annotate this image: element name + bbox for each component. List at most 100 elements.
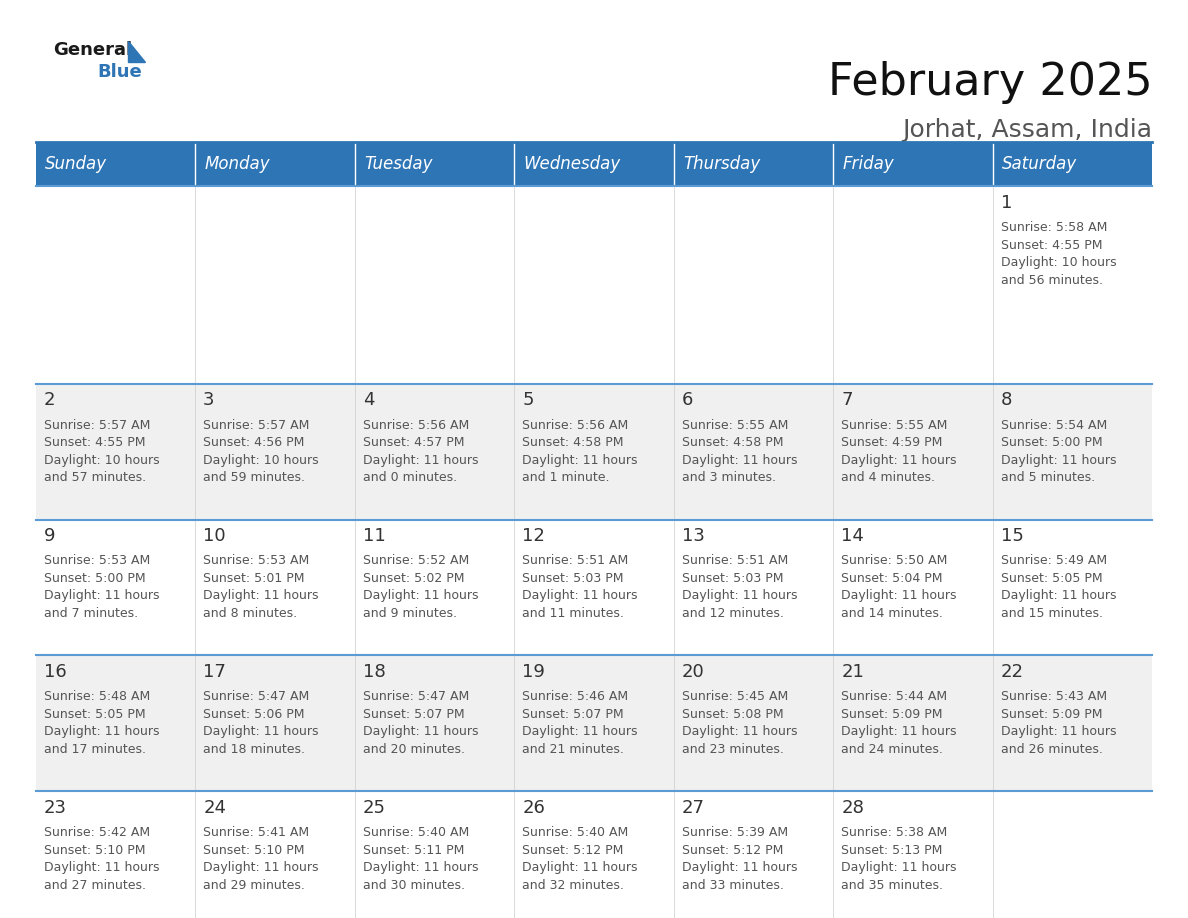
FancyBboxPatch shape — [833, 791, 993, 918]
Text: Sunrise: 5:46 AM
Sunset: 5:07 PM
Daylight: 11 hours
and 21 minutes.: Sunrise: 5:46 AM Sunset: 5:07 PM Dayligh… — [523, 690, 638, 756]
Text: Sunrise: 5:55 AM
Sunset: 4:58 PM
Daylight: 11 hours
and 3 minutes.: Sunrise: 5:55 AM Sunset: 4:58 PM Dayligh… — [682, 419, 797, 484]
Text: 10: 10 — [203, 527, 226, 545]
Text: 7: 7 — [841, 391, 853, 409]
Polygon shape — [128, 41, 145, 62]
Text: 19: 19 — [523, 663, 545, 681]
Text: Sunrise: 5:41 AM
Sunset: 5:10 PM
Daylight: 11 hours
and 29 minutes.: Sunrise: 5:41 AM Sunset: 5:10 PM Dayligh… — [203, 826, 318, 891]
FancyBboxPatch shape — [195, 791, 355, 918]
FancyBboxPatch shape — [36, 791, 195, 918]
FancyBboxPatch shape — [993, 384, 1152, 520]
Text: Blue: Blue — [97, 62, 143, 81]
Text: 23: 23 — [44, 799, 67, 817]
Text: Sunrise: 5:38 AM
Sunset: 5:13 PM
Daylight: 11 hours
and 35 minutes.: Sunrise: 5:38 AM Sunset: 5:13 PM Dayligh… — [841, 826, 956, 891]
Text: Sunrise: 5:58 AM
Sunset: 4:55 PM
Daylight: 10 hours
and 56 minutes.: Sunrise: 5:58 AM Sunset: 4:55 PM Dayligh… — [1000, 221, 1117, 286]
Text: Sunrise: 5:43 AM
Sunset: 5:09 PM
Daylight: 11 hours
and 26 minutes.: Sunrise: 5:43 AM Sunset: 5:09 PM Dayligh… — [1000, 690, 1117, 756]
FancyBboxPatch shape — [514, 384, 674, 520]
Text: Sunrise: 5:39 AM
Sunset: 5:12 PM
Daylight: 11 hours
and 33 minutes.: Sunrise: 5:39 AM Sunset: 5:12 PM Dayligh… — [682, 826, 797, 891]
FancyBboxPatch shape — [833, 384, 993, 520]
Text: General: General — [53, 41, 133, 60]
FancyBboxPatch shape — [355, 186, 514, 384]
FancyBboxPatch shape — [993, 520, 1152, 655]
Text: 2: 2 — [44, 391, 55, 409]
Text: 12: 12 — [523, 527, 545, 545]
Text: 27: 27 — [682, 799, 704, 817]
FancyBboxPatch shape — [993, 791, 1152, 918]
FancyBboxPatch shape — [195, 186, 355, 384]
Text: Sunrise: 5:50 AM
Sunset: 5:04 PM
Daylight: 11 hours
and 14 minutes.: Sunrise: 5:50 AM Sunset: 5:04 PM Dayligh… — [841, 554, 956, 620]
FancyBboxPatch shape — [674, 186, 833, 384]
FancyBboxPatch shape — [514, 142, 674, 186]
Text: Sunrise: 5:54 AM
Sunset: 5:00 PM
Daylight: 11 hours
and 5 minutes.: Sunrise: 5:54 AM Sunset: 5:00 PM Dayligh… — [1000, 419, 1117, 484]
FancyBboxPatch shape — [674, 384, 833, 520]
FancyBboxPatch shape — [195, 142, 355, 186]
Text: Sunrise: 5:56 AM
Sunset: 4:57 PM
Daylight: 11 hours
and 0 minutes.: Sunrise: 5:56 AM Sunset: 4:57 PM Dayligh… — [362, 419, 479, 484]
Text: Saturday: Saturday — [1003, 155, 1078, 174]
FancyBboxPatch shape — [36, 520, 195, 655]
FancyBboxPatch shape — [36, 186, 195, 384]
Text: Monday: Monday — [204, 155, 271, 174]
Text: 28: 28 — [841, 799, 864, 817]
FancyBboxPatch shape — [514, 520, 674, 655]
FancyBboxPatch shape — [993, 142, 1152, 186]
Text: Sunrise: 5:53 AM
Sunset: 5:00 PM
Daylight: 11 hours
and 7 minutes.: Sunrise: 5:53 AM Sunset: 5:00 PM Dayligh… — [44, 554, 159, 620]
Text: Sunrise: 5:45 AM
Sunset: 5:08 PM
Daylight: 11 hours
and 23 minutes.: Sunrise: 5:45 AM Sunset: 5:08 PM Dayligh… — [682, 690, 797, 756]
FancyBboxPatch shape — [355, 384, 514, 520]
FancyBboxPatch shape — [355, 142, 514, 186]
FancyBboxPatch shape — [514, 655, 674, 791]
FancyBboxPatch shape — [355, 520, 514, 655]
Text: 22: 22 — [1000, 663, 1024, 681]
Text: Jorhat, Assam, India: Jorhat, Assam, India — [903, 118, 1152, 142]
Text: 24: 24 — [203, 799, 226, 817]
Text: 5: 5 — [523, 391, 533, 409]
FancyBboxPatch shape — [355, 655, 514, 791]
Text: Sunrise: 5:52 AM
Sunset: 5:02 PM
Daylight: 11 hours
and 9 minutes.: Sunrise: 5:52 AM Sunset: 5:02 PM Dayligh… — [362, 554, 479, 620]
Text: February 2025: February 2025 — [828, 62, 1152, 104]
FancyBboxPatch shape — [674, 791, 833, 918]
Text: 6: 6 — [682, 391, 693, 409]
Text: 13: 13 — [682, 527, 704, 545]
Text: Sunrise: 5:57 AM
Sunset: 4:55 PM
Daylight: 10 hours
and 57 minutes.: Sunrise: 5:57 AM Sunset: 4:55 PM Dayligh… — [44, 419, 159, 484]
Text: 15: 15 — [1000, 527, 1024, 545]
FancyBboxPatch shape — [195, 520, 355, 655]
FancyBboxPatch shape — [674, 142, 833, 186]
Text: Sunrise: 5:47 AM
Sunset: 5:06 PM
Daylight: 11 hours
and 18 minutes.: Sunrise: 5:47 AM Sunset: 5:06 PM Dayligh… — [203, 690, 318, 756]
Text: 20: 20 — [682, 663, 704, 681]
FancyBboxPatch shape — [833, 142, 993, 186]
Text: 1: 1 — [1000, 194, 1012, 212]
Text: 9: 9 — [44, 527, 55, 545]
FancyBboxPatch shape — [833, 520, 993, 655]
Text: Sunrise: 5:57 AM
Sunset: 4:56 PM
Daylight: 10 hours
and 59 minutes.: Sunrise: 5:57 AM Sunset: 4:56 PM Dayligh… — [203, 419, 318, 484]
FancyBboxPatch shape — [833, 655, 993, 791]
Text: Sunrise: 5:40 AM
Sunset: 5:12 PM
Daylight: 11 hours
and 32 minutes.: Sunrise: 5:40 AM Sunset: 5:12 PM Dayligh… — [523, 826, 638, 891]
FancyBboxPatch shape — [674, 655, 833, 791]
Text: 26: 26 — [523, 799, 545, 817]
Text: Sunrise: 5:40 AM
Sunset: 5:11 PM
Daylight: 11 hours
and 30 minutes.: Sunrise: 5:40 AM Sunset: 5:11 PM Dayligh… — [362, 826, 479, 891]
FancyBboxPatch shape — [195, 384, 355, 520]
Text: 18: 18 — [362, 663, 385, 681]
FancyBboxPatch shape — [195, 655, 355, 791]
Text: 11: 11 — [362, 527, 385, 545]
Text: Sunrise: 5:42 AM
Sunset: 5:10 PM
Daylight: 11 hours
and 27 minutes.: Sunrise: 5:42 AM Sunset: 5:10 PM Dayligh… — [44, 826, 159, 891]
Text: 8: 8 — [1000, 391, 1012, 409]
Text: Sunrise: 5:47 AM
Sunset: 5:07 PM
Daylight: 11 hours
and 20 minutes.: Sunrise: 5:47 AM Sunset: 5:07 PM Dayligh… — [362, 690, 479, 756]
FancyBboxPatch shape — [993, 186, 1152, 384]
Text: Sunrise: 5:48 AM
Sunset: 5:05 PM
Daylight: 11 hours
and 17 minutes.: Sunrise: 5:48 AM Sunset: 5:05 PM Dayligh… — [44, 690, 159, 756]
FancyBboxPatch shape — [833, 186, 993, 384]
FancyBboxPatch shape — [36, 655, 195, 791]
Text: 17: 17 — [203, 663, 226, 681]
FancyBboxPatch shape — [36, 142, 195, 186]
Text: Friday: Friday — [842, 155, 895, 174]
Text: Tuesday: Tuesday — [365, 155, 432, 174]
Text: 3: 3 — [203, 391, 215, 409]
Text: Sunrise: 5:51 AM
Sunset: 5:03 PM
Daylight: 11 hours
and 12 minutes.: Sunrise: 5:51 AM Sunset: 5:03 PM Dayligh… — [682, 554, 797, 620]
FancyBboxPatch shape — [514, 791, 674, 918]
FancyBboxPatch shape — [36, 384, 195, 520]
FancyBboxPatch shape — [355, 791, 514, 918]
Text: 4: 4 — [362, 391, 374, 409]
FancyBboxPatch shape — [674, 520, 833, 655]
Text: 16: 16 — [44, 663, 67, 681]
Text: Sunrise: 5:51 AM
Sunset: 5:03 PM
Daylight: 11 hours
and 11 minutes.: Sunrise: 5:51 AM Sunset: 5:03 PM Dayligh… — [523, 554, 638, 620]
Text: Sunrise: 5:44 AM
Sunset: 5:09 PM
Daylight: 11 hours
and 24 minutes.: Sunrise: 5:44 AM Sunset: 5:09 PM Dayligh… — [841, 690, 956, 756]
Text: Sunrise: 5:53 AM
Sunset: 5:01 PM
Daylight: 11 hours
and 8 minutes.: Sunrise: 5:53 AM Sunset: 5:01 PM Dayligh… — [203, 554, 318, 620]
FancyBboxPatch shape — [993, 655, 1152, 791]
